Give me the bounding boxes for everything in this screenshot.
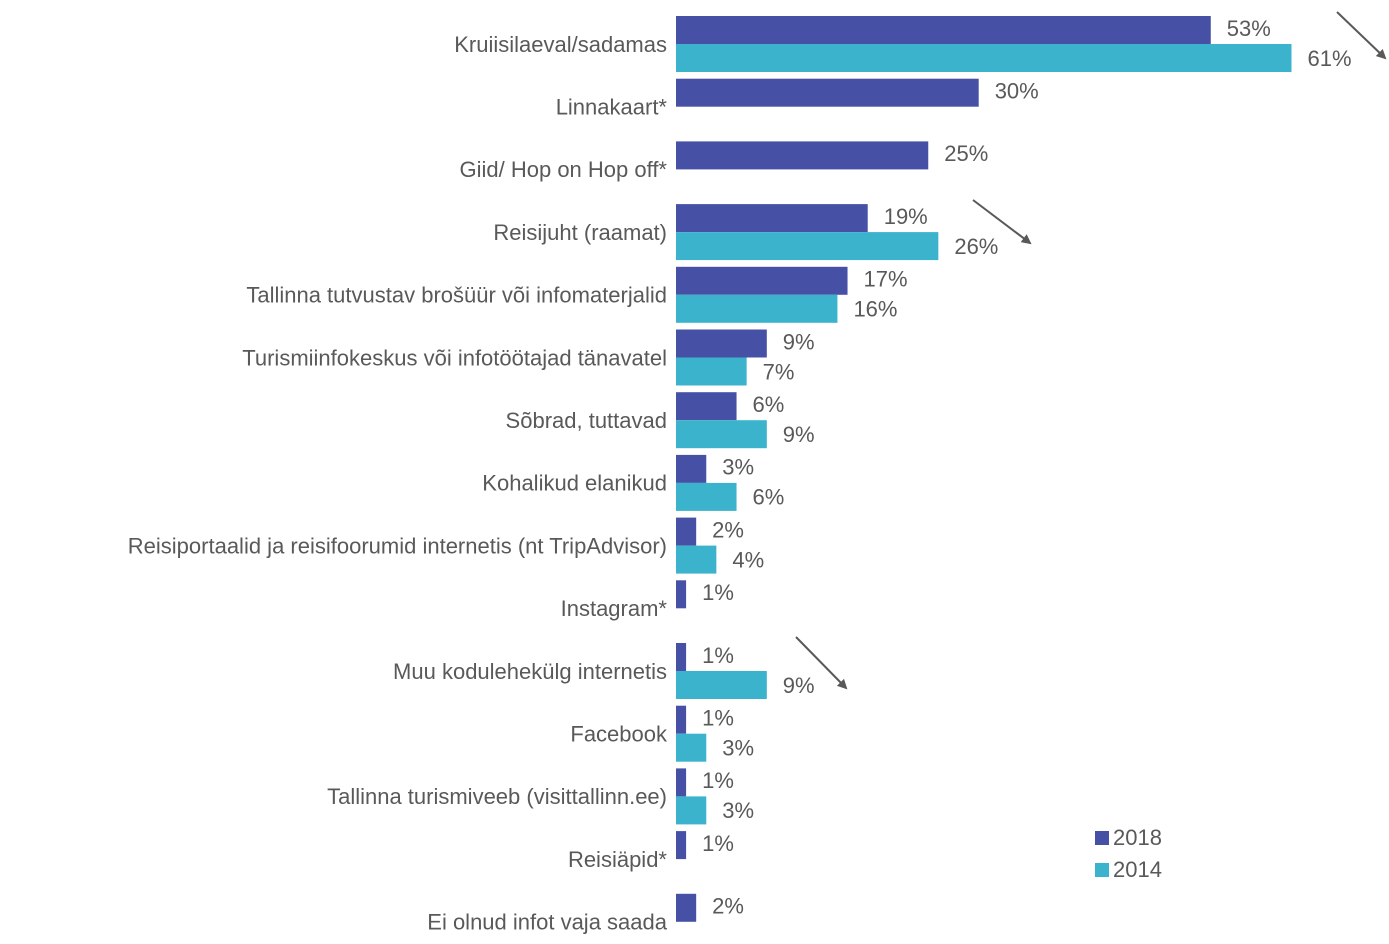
bar xyxy=(676,16,1211,44)
bar xyxy=(676,44,1292,72)
value-label: 1% xyxy=(702,831,734,856)
bar xyxy=(676,141,929,170)
legend-swatch xyxy=(1095,831,1109,845)
value-label: 53% xyxy=(1227,16,1271,41)
bar xyxy=(676,78,979,107)
category-label: Sõbrad, tuttavad xyxy=(506,408,667,433)
category-label: Instagram* xyxy=(561,596,668,621)
category-label: Reisiportaalid ja reisifoorumid internet… xyxy=(128,533,667,558)
bar xyxy=(676,796,707,825)
value-label: 16% xyxy=(853,297,897,322)
bar xyxy=(676,454,707,483)
bar xyxy=(676,232,939,261)
value-label: 1% xyxy=(702,643,734,668)
category-label: Linnakaart* xyxy=(556,95,668,120)
legend-label: 2018 xyxy=(1113,825,1162,850)
bar xyxy=(676,705,687,734)
value-label: 1% xyxy=(702,706,734,731)
value-label: 7% xyxy=(763,359,795,384)
value-label: 9% xyxy=(783,673,815,698)
legend-label: 2014 xyxy=(1113,857,1162,882)
bar xyxy=(676,329,767,358)
bar xyxy=(676,204,868,233)
category-label: Reisiäpid* xyxy=(568,847,667,872)
bar xyxy=(676,420,767,449)
bar xyxy=(676,580,687,609)
trend-arrow xyxy=(795,636,848,690)
value-label: 2% xyxy=(712,517,744,542)
bar xyxy=(676,392,737,421)
value-label: 1% xyxy=(702,768,734,793)
bar xyxy=(676,831,687,860)
value-label: 19% xyxy=(884,204,928,229)
value-label: 6% xyxy=(753,392,785,417)
value-label: 4% xyxy=(732,547,764,572)
value-label: 61% xyxy=(1307,46,1351,71)
bar xyxy=(676,643,687,671)
bar xyxy=(676,671,767,699)
bar xyxy=(676,768,687,797)
value-label: 3% xyxy=(722,455,754,480)
category-label: Facebook xyxy=(570,722,668,747)
value-label: 3% xyxy=(722,798,754,823)
value-label: 17% xyxy=(864,267,908,292)
trend-arrow xyxy=(972,199,1032,245)
trend-arrow xyxy=(1336,11,1387,60)
bar xyxy=(676,357,747,386)
bar xyxy=(676,733,707,762)
category-label: Tallinna turismiveeb (visittallinn.ee) xyxy=(327,784,667,809)
value-label: 9% xyxy=(783,329,815,354)
category-label: Muu kodulehekülg internetis xyxy=(393,659,667,684)
value-label: 2% xyxy=(712,894,744,919)
bar xyxy=(676,482,737,511)
bar xyxy=(676,294,838,323)
bar xyxy=(676,545,717,574)
category-label: Giid/ Hop on Hop off* xyxy=(460,157,668,182)
value-label: 3% xyxy=(722,736,754,761)
value-label: 30% xyxy=(995,79,1039,104)
category-label: Ei olnud infot vaja saada xyxy=(427,910,667,935)
value-label: 1% xyxy=(702,580,734,605)
value-label: 25% xyxy=(944,141,988,166)
category-label: Tallinna tutvustav brošüür või infomater… xyxy=(246,283,667,308)
category-label: Turismiinfokeskus või infotöötajad tänav… xyxy=(242,345,667,370)
bar xyxy=(676,893,697,922)
value-label: 6% xyxy=(753,485,785,510)
category-label: Kruiisilaeval/sadamas xyxy=(454,32,667,57)
bar xyxy=(676,517,697,546)
value-label: 9% xyxy=(783,422,815,447)
category-label: Kohalikud elanikud xyxy=(482,471,667,496)
category-label: Reisijuht (raamat) xyxy=(493,220,667,245)
legend-swatch xyxy=(1095,863,1109,877)
bar xyxy=(676,266,848,295)
value-label: 26% xyxy=(954,234,998,259)
